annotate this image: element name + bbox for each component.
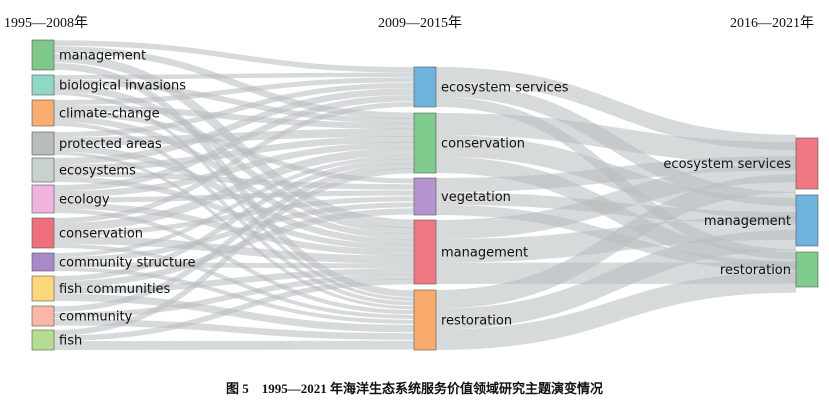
node-1-0 (414, 67, 436, 107)
node-0-5 (32, 185, 54, 213)
node-label-1-1: conservation (441, 137, 525, 152)
node-0-9 (32, 306, 54, 326)
node-label-0-5: ecology (59, 193, 110, 208)
node-label-2-0: ecosystem services (663, 157, 791, 172)
node-2-1 (796, 195, 818, 246)
node-label-0-10: fish (59, 334, 82, 349)
node-label-0-0: management (59, 49, 146, 64)
node-label-0-9: community (59, 310, 133, 325)
flow-link-0-1-to-1-0 (54, 75, 414, 77)
node-1-2 (414, 178, 436, 215)
node-0-0 (32, 40, 54, 70)
node-1-3 (414, 220, 436, 284)
node-label-0-3: protected areas (59, 137, 162, 152)
node-2-2 (796, 252, 818, 287)
node-label-1-2: vegetation (441, 190, 511, 205)
node-0-2 (32, 100, 54, 126)
node-0-1 (32, 75, 54, 95)
period-label-2009-2015: 2009—2015年 (378, 15, 462, 31)
node-label-0-8: fish communities (59, 282, 171, 297)
node-label-1-3: management (441, 246, 528, 261)
node-label-0-4: ecosystems (59, 164, 136, 179)
node-label-0-1: biological invasions (59, 79, 186, 94)
node-0-4 (32, 158, 54, 182)
figure-caption: 图 5 1995—2021 年海洋生态系统服务价值领域研究主题演变情况 (0, 378, 829, 397)
node-label-2-1: management (704, 214, 791, 229)
node-label-1-4: restoration (441, 314, 512, 329)
node-label-0-7: community structure (59, 256, 195, 271)
period-label-1995-2008: 1995—2008年 (4, 15, 88, 31)
node-0-8 (32, 276, 54, 301)
node-1-4 (414, 290, 436, 350)
node-label-0-2: climate-change (59, 107, 160, 122)
node-0-6 (32, 218, 54, 248)
period-label-2016-2021: 2016—2021年 (730, 15, 814, 31)
node-0-3 (32, 132, 54, 155)
node-label-2-2: restoration (720, 263, 791, 278)
node-0-7 (32, 253, 54, 271)
node-label-1-0: ecosystem services (441, 81, 569, 96)
node-label-0-6: conservation (59, 227, 143, 242)
node-1-1 (414, 113, 436, 173)
node-0-10 (32, 330, 54, 350)
node-2-0 (796, 138, 818, 189)
